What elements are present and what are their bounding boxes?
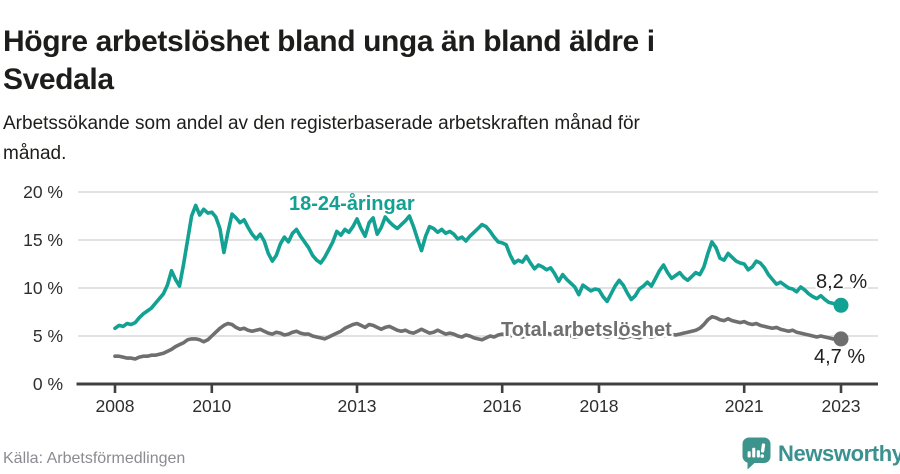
series-line-18-24-aringar bbox=[113, 203, 843, 331]
y-tick-label-15: 15 % bbox=[23, 230, 63, 250]
newsworthy-logo[interactable]: Newsworthy bbox=[742, 437, 900, 470]
source-note: Källa: Arbetsförmedlingen bbox=[3, 450, 186, 467]
title-line-1: Högre arbetslöshet bland unga än bland ä… bbox=[3, 25, 655, 59]
x-tick-label-2023: 2023 bbox=[822, 396, 861, 416]
end-value-label-youth: 8,2 % bbox=[816, 271, 868, 293]
x-tick-label-2013: 2013 bbox=[338, 396, 377, 416]
subtitle-line-2: månad. bbox=[3, 143, 67, 164]
series-label-total: Total arbetslöshet bbox=[501, 319, 672, 341]
x-tick-label-2010: 2010 bbox=[192, 396, 231, 416]
x-tick-label-2018: 2018 bbox=[580, 396, 619, 416]
y-tick-label-10: 10 % bbox=[23, 278, 63, 298]
title-line-2: Svedala bbox=[3, 63, 114, 97]
y-tick-label-20: 20 % bbox=[23, 182, 63, 202]
newsworthy-wordmark: Newsworthy bbox=[778, 440, 900, 466]
series-line-total-arbetsloshet bbox=[113, 314, 843, 361]
series-end-dot-total-arbetsloshet bbox=[833, 331, 849, 347]
end-value-label-total: 4,7 % bbox=[814, 346, 866, 368]
x-tick-label-2021: 2021 bbox=[725, 396, 764, 416]
page-title: Högre arbetslöshet bland unga än bland ä… bbox=[3, 23, 863, 99]
chart-subtitle: Arbetssökande som andel av den registerb… bbox=[3, 109, 763, 169]
y-tick-label-5: 5 % bbox=[33, 326, 63, 346]
series-label-youth: 18-24-åringar bbox=[289, 193, 415, 215]
subtitle-line-1: Arbetssökande som andel av den registerb… bbox=[3, 113, 640, 134]
newsworthy-speech-bubble-icon bbox=[742, 437, 771, 470]
x-tick-label-2016: 2016 bbox=[483, 396, 522, 416]
y-tick-label-0: 0 % bbox=[33, 374, 63, 394]
series-end-dot-18-24-aringar bbox=[833, 297, 849, 313]
x-tick-label-2008: 2008 bbox=[96, 396, 135, 416]
